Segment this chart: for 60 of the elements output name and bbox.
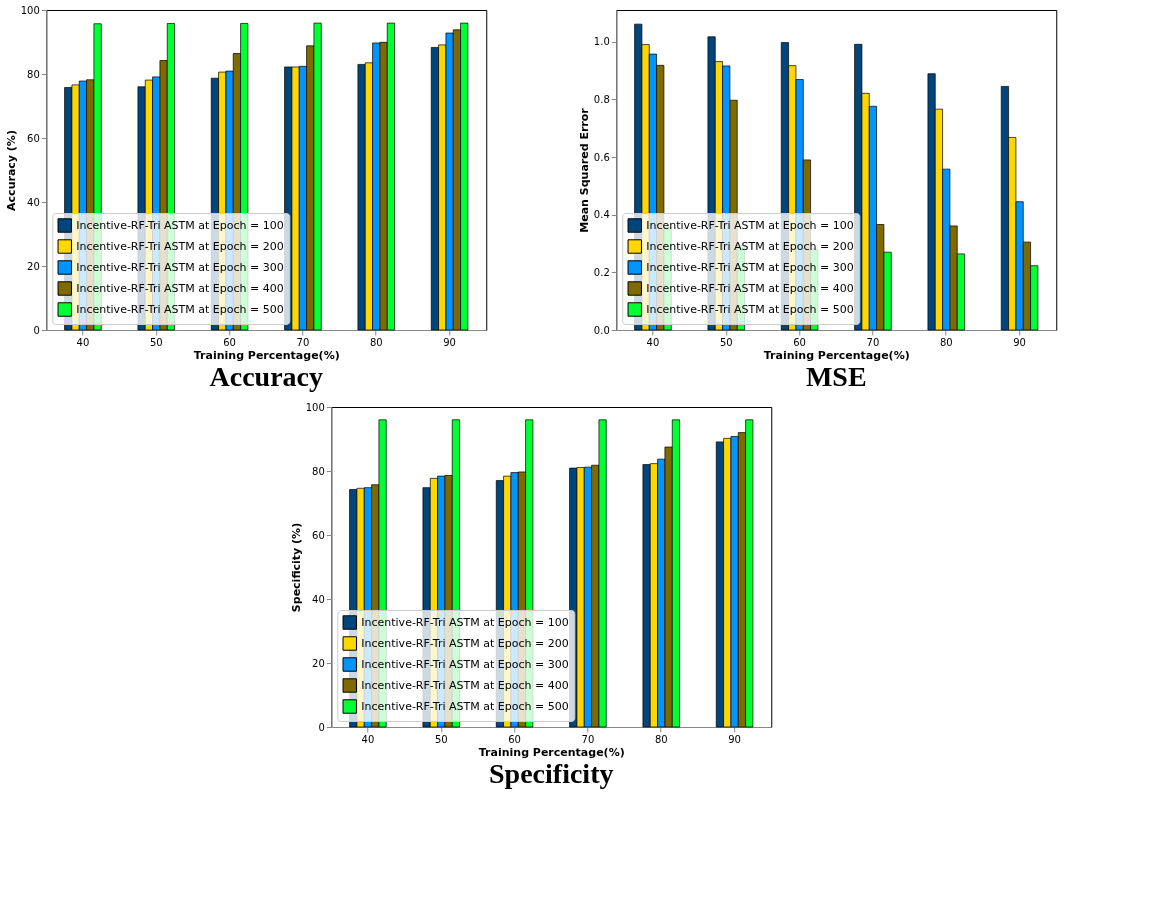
y-tick-label: 60	[27, 132, 40, 144]
x-tick-label: 40	[361, 733, 375, 745]
legend-label: Incentive-RF-Tri ASTM at Epoch = 200	[646, 239, 854, 253]
y-tick-label: 60	[312, 529, 325, 541]
y-axis-title: Specificity (%)	[289, 522, 303, 613]
y-axis-title: Accuracy (%)	[4, 130, 18, 211]
x-tick-label: 60	[793, 336, 806, 348]
y-tick-label: 40	[27, 196, 40, 208]
y-tick-label: 0.0	[593, 324, 610, 336]
y-tick-label: 20	[312, 657, 325, 669]
legend-label: Incentive-RF-Tri ASTM at Epoch = 400	[646, 281, 854, 295]
x-tick-label: 90	[728, 733, 741, 745]
x-tick-label: 70	[581, 733, 595, 745]
y-tick-label: 100	[305, 401, 325, 413]
legend-label: Incentive-RF-Tri ASTM at Epoch = 500	[76, 302, 284, 316]
legend-label: Incentive-RF-Tri ASTM at Epoch = 300	[76, 260, 284, 274]
legend-label: Incentive-RF-Tri ASTM at Epoch = 100	[646, 218, 854, 232]
x-tick-label: 90	[1013, 336, 1026, 348]
y-tick-label: 80	[27, 68, 40, 80]
legend-label: Incentive-RF-Tri ASTM at Epoch = 500	[646, 302, 854, 316]
legend-label: Incentive-RF-Tri ASTM at Epoch = 300	[646, 260, 854, 274]
x-tick-label: 90	[443, 336, 456, 348]
legend-label: Incentive-RF-Tri ASTM at Epoch = 400	[361, 678, 569, 692]
y-tick-label: 40	[312, 593, 325, 605]
y-tick-label: 0.2	[593, 266, 610, 278]
y-tick-label: 0	[318, 721, 325, 733]
x-tick-label: 50	[719, 336, 733, 348]
x-tick-label: 50	[149, 336, 163, 348]
y-tick-label: 100	[20, 4, 40, 16]
x-axis-title: Training Percentage(%)	[478, 745, 625, 759]
y-axis-title: Mean Squared Error	[577, 107, 591, 233]
x-tick-label: 40	[76, 336, 90, 348]
legend-label: Incentive-RF-Tri ASTM at Epoch = 300	[361, 657, 569, 671]
x-tick-label: 80	[939, 336, 953, 348]
x-tick-label: 50	[434, 733, 448, 745]
legend-label: Incentive-RF-Tri ASTM at Epoch = 100	[76, 218, 284, 232]
y-tick-label: 20	[27, 260, 40, 272]
y-tick-label: 0.8	[593, 93, 610, 105]
x-tick-label: 60	[223, 336, 236, 348]
y-tick-label: 80	[312, 465, 325, 477]
x-axis-title: Training Percentage(%)	[193, 348, 340, 362]
legend-label: Incentive-RF-Tri ASTM at Epoch = 100	[361, 615, 569, 629]
text: MSE	[805, 361, 867, 392]
y-tick-label: 0.4	[593, 209, 610, 221]
y-tick-label: 0.6	[593, 151, 610, 163]
x-tick-label: 70	[296, 336, 310, 348]
x-tick-label: 80	[654, 733, 668, 745]
legend-label: Incentive-RF-Tri ASTM at Epoch = 200	[361, 636, 569, 650]
x-tick-label: 70	[866, 336, 880, 348]
legend-label: Incentive-RF-Tri ASTM at Epoch = 200	[76, 239, 284, 253]
legend-label: Incentive-RF-Tri ASTM at Epoch = 500	[361, 699, 569, 713]
x-axis-title: Training Percentage(%)	[763, 348, 910, 362]
y-tick-label: 0	[33, 324, 40, 336]
x-tick-label: 80	[369, 336, 383, 348]
text: Specificity	[489, 758, 614, 789]
x-tick-label: 60	[508, 733, 521, 745]
x-tick-label: 40	[646, 336, 660, 348]
y-tick-label: 1.0	[593, 36, 610, 48]
text: Accuracy	[209, 361, 324, 392]
legend-label: Incentive-RF-Tri ASTM at Epoch = 400	[76, 281, 284, 295]
